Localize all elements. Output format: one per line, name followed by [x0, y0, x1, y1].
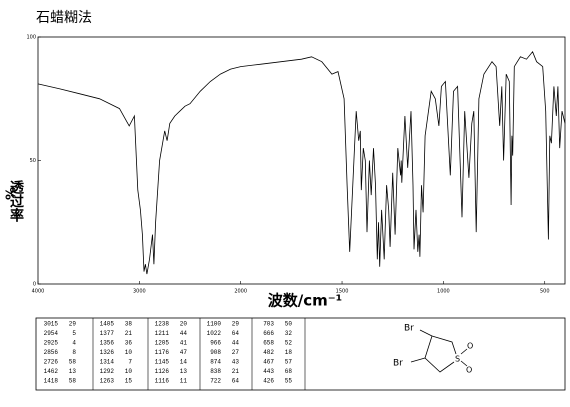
peak-transmittance: 8 — [72, 349, 76, 356]
peak-wavenumber: 874 — [210, 359, 221, 366]
peak-wavenumber: 1126 — [155, 368, 170, 375]
plot-frame — [37, 36, 566, 285]
peak-transmittance: 64 — [232, 378, 240, 385]
peak-wavenumber: 1462 — [44, 368, 59, 375]
peak-transmittance: 64 — [232, 330, 240, 337]
peak-transmittance: 38 — [125, 321, 133, 328]
peak-transmittance: 27 — [232, 349, 240, 356]
y-tick-label: 100 — [26, 35, 36, 41]
peak-wavenumber: 2726 — [44, 359, 59, 366]
peak-wavenumber: 1314 — [100, 359, 115, 366]
peak-transmittance: 5 — [72, 330, 76, 337]
table-dividers — [92, 318, 306, 390]
peak-transmittance: 57 — [285, 359, 293, 366]
peak-transmittance: 32 — [285, 330, 293, 337]
peak-wavenumber: 703 — [263, 321, 274, 328]
peak-wavenumber: 1211 — [155, 330, 170, 337]
peak-transmittance: 21 — [125, 330, 133, 337]
peak-wavenumber: 1116 — [155, 378, 170, 385]
peak-transmittance: 55 — [285, 378, 293, 385]
peak-transmittance: 58 — [69, 378, 77, 385]
peak-wavenumber: 658 — [263, 340, 274, 347]
peak-transmittance: 11 — [180, 378, 188, 385]
peak-transmittance: 43 — [232, 359, 240, 366]
peak-transmittance: 29 — [69, 321, 77, 328]
peak-wavenumber: 1176 — [155, 349, 170, 356]
peak-wavenumber: 1292 — [100, 368, 115, 375]
peak-transmittance: 10 — [125, 368, 133, 375]
peak-transmittance: 36 — [125, 340, 133, 347]
peak-transmittance: 14 — [180, 359, 188, 366]
peak-transmittance: 68 — [285, 368, 293, 375]
peak-transmittance: 41 — [180, 340, 188, 347]
y-axis-label: 透过率 — [8, 180, 24, 223]
atom-label: S — [455, 355, 460, 364]
peak-wavenumber: 482 — [263, 349, 274, 356]
peak-transmittance: 10 — [125, 349, 133, 356]
peak-transmittance: 47 — [180, 349, 188, 356]
peak-wavenumber: 1326 — [100, 349, 115, 356]
peak-wavenumber: 1205 — [155, 340, 170, 347]
peak-wavenumber: 722 — [210, 378, 221, 385]
atom-label: O — [466, 366, 472, 375]
peak-wavenumber: 1263 — [100, 378, 115, 385]
peak-wavenumber: 1145 — [155, 359, 170, 366]
x-tick-label: 1000 — [437, 289, 450, 295]
peak-transmittance: 15 — [125, 378, 133, 385]
y-axis-unit: % — [5, 187, 20, 200]
x-tick-label: 3000 — [133, 289, 146, 295]
peak-wavenumber: 666 — [263, 330, 274, 337]
atom-label: O — [467, 342, 473, 351]
peak-wavenumber: 2856 — [44, 349, 59, 356]
peak-transmittance: 4 — [72, 340, 76, 347]
atom-label: Br — [404, 324, 414, 334]
peak-wavenumber: 908 — [210, 349, 221, 356]
y-tick-label: 0 — [33, 282, 36, 288]
structure-bonds — [410, 329, 468, 373]
peak-wavenumber: 1405 — [100, 321, 115, 328]
peak-wavenumber: 838 — [210, 368, 221, 375]
peak-transmittance: 44 — [232, 340, 240, 347]
x-tick-label: 4000 — [32, 289, 45, 295]
spectrum-line — [37, 51, 566, 275]
atom-label: Br — [393, 359, 403, 369]
x-tick-label: 500 — [540, 289, 550, 295]
peak-transmittance: 7 — [128, 359, 132, 366]
peak-transmittance: 52 — [285, 340, 293, 347]
peak-wavenumber: 1356 — [100, 340, 115, 347]
chart-title: 石蜡糊法 — [36, 10, 92, 26]
peak-wavenumber: 966 — [210, 340, 221, 347]
peak-wavenumber: 443 — [263, 368, 274, 375]
peak-transmittance: 58 — [69, 359, 77, 366]
table-frame — [35, 317, 566, 391]
peak-wavenumber: 2925 — [44, 340, 59, 347]
peak-wavenumber: 1418 — [44, 378, 59, 385]
peak-wavenumber: 426 — [263, 378, 274, 385]
y-tick-label: 50 — [30, 158, 36, 164]
peak-transmittance: 44 — [180, 330, 188, 337]
peak-wavenumber: 1377 — [100, 330, 115, 337]
peak-wavenumber: 467 — [263, 359, 274, 366]
peak-wavenumber: 2954 — [44, 330, 59, 337]
peak-transmittance: 21 — [232, 368, 240, 375]
x-tick-label: 1500 — [336, 289, 349, 295]
peak-transmittance: 18 — [285, 349, 293, 356]
peak-wavenumber: 1100 — [207, 321, 222, 328]
peak-transmittance: 13 — [180, 368, 188, 375]
peak-wavenumber: 1022 — [207, 330, 222, 337]
peak-transmittance: 50 — [285, 321, 293, 328]
x-axis-label: 波数/cm⁻¹ — [268, 292, 343, 310]
peak-wavenumber: 1238 — [155, 321, 170, 328]
x-tick-label: 2000 — [234, 289, 247, 295]
peak-transmittance: 13 — [69, 368, 77, 375]
peak-transmittance: 20 — [180, 321, 188, 328]
peak-transmittance: 29 — [232, 321, 240, 328]
peak-wavenumber: 3015 — [44, 321, 59, 328]
